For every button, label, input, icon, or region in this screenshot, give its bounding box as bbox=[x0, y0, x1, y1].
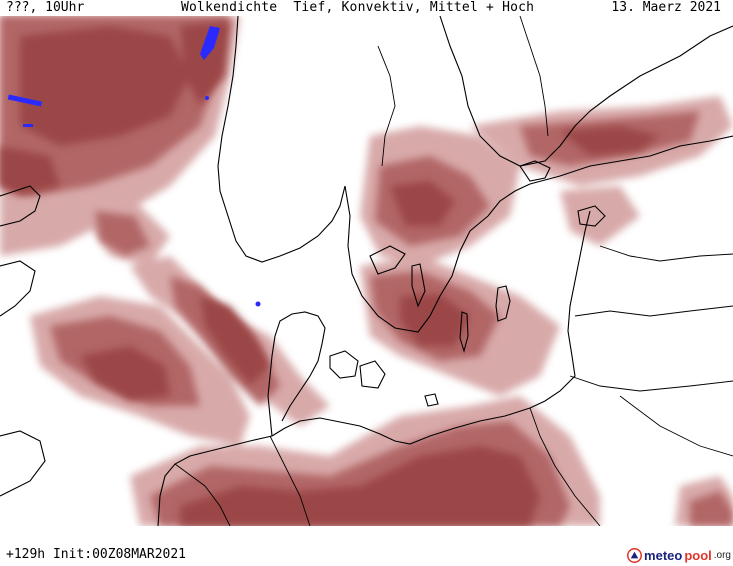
logo-text-org: .org bbox=[713, 550, 731, 561]
weekday-time-label: ???, 10Uhr bbox=[6, 0, 85, 15]
meteopool-logo: meteo pool .org bbox=[627, 548, 731, 563]
forecast-date: 13. Maerz 2021 bbox=[611, 0, 721, 15]
coastlines bbox=[0, 16, 733, 526]
logo-text-pool: pool bbox=[684, 548, 712, 563]
precipitation-marks bbox=[7, 26, 261, 307]
map-title: Wolkendichte Tief, Konvektiv, Mittel + H… bbox=[181, 0, 535, 15]
logo-text-meteo: meteo bbox=[644, 548, 683, 563]
cloud-layer-dark bbox=[0, 21, 660, 526]
map-footer: +129h Init:00Z08MAR2021 meteo pool .org bbox=[0, 528, 733, 566]
country-borders bbox=[174, 16, 733, 526]
cloud-density-map bbox=[0, 16, 733, 526]
meteopool-logo-icon bbox=[627, 548, 643, 563]
model-run-label: +129h Init:00Z08MAR2021 bbox=[6, 547, 187, 562]
